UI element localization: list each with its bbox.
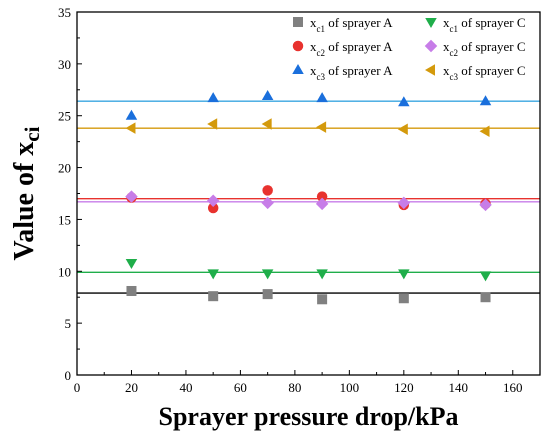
x-tick-label: 80 [288, 380, 301, 395]
x-axis: 0 20 40 60 80 100 120 140 160 [74, 370, 523, 395]
data-point [262, 185, 273, 196]
legend-label: xc1 of sprayer A [310, 15, 393, 34]
data-point [207, 118, 218, 130]
legend-label-var: x [443, 39, 450, 54]
data-point [316, 191, 328, 202]
data-point [398, 269, 410, 280]
data-point [261, 90, 274, 101]
y-axis-label-main: Value of x [9, 142, 40, 261]
data-point [125, 258, 138, 269]
data-point [208, 291, 219, 302]
data-point [479, 125, 490, 138]
x-axis-label: Sprayer pressure drop/kPa [158, 402, 458, 431]
y-tick-label: 10 [58, 264, 71, 279]
legend-label: xc1 of sprayer C [443, 15, 526, 34]
x-tick-label: 60 [234, 380, 247, 395]
legend-label: xc2 of sprayer A [310, 39, 393, 58]
data-point [479, 198, 492, 212]
data-point [262, 289, 273, 300]
fit-lines [77, 100, 540, 294]
legend-marker [292, 64, 304, 74]
legend-label-text: of sprayer C [458, 63, 526, 78]
legend-label-var: x [443, 15, 450, 30]
legend-label: xc3 of sprayer C [443, 63, 526, 82]
legend-label-var: x [310, 63, 317, 78]
data-point [397, 123, 408, 135]
x-tick-label: 20 [125, 380, 138, 395]
legend-label-sub: c1 [317, 24, 326, 34]
data-point [126, 285, 137, 296]
data-point [316, 92, 328, 103]
y-axis-label-sub: ci [20, 126, 44, 141]
data-point [125, 122, 136, 134]
legend-label-sub: c3 [450, 72, 459, 82]
legend-label: xc2 of sprayer C [443, 39, 526, 58]
y-tick-label: 0 [65, 368, 72, 383]
legend-label-sub: c3 [317, 72, 326, 82]
data-point [125, 109, 138, 120]
y-tick-label: 25 [58, 109, 71, 124]
legend-label: xc3 of sprayer A [310, 63, 393, 82]
data-point [479, 95, 492, 106]
y-axis-label: Value of xci [9, 126, 44, 260]
legend-label-sub: c2 [317, 48, 326, 58]
legend-label-var: x [310, 15, 317, 30]
legend-label-text: of sprayer A [325, 15, 393, 30]
data-point [207, 269, 219, 280]
data-point [316, 269, 328, 280]
x-tick-label: 140 [449, 380, 469, 395]
data-point [316, 121, 327, 133]
legend-label-var: x [443, 63, 450, 78]
x-tick-label: 120 [394, 380, 414, 395]
legend-label-text: of sprayer C [458, 39, 526, 54]
legend-label-text: of sprayer C [458, 15, 526, 30]
x-tick-label: 0 [74, 380, 81, 395]
y-tick-label: 35 [58, 5, 71, 20]
legend-marker [424, 39, 438, 53]
legend-marker [425, 18, 437, 28]
legend-marker [292, 40, 304, 52]
data-point [125, 190, 138, 203]
data-point [261, 118, 272, 130]
legend-label-var: x [310, 39, 317, 54]
data-point [261, 196, 274, 210]
x-tick-label: 100 [340, 380, 360, 395]
data-point [479, 271, 492, 282]
y-axis: 0 5 10 15 20 25 30 35 [58, 5, 82, 383]
legend-label-text: of sprayer A [325, 39, 393, 54]
data-point [207, 202, 219, 214]
x-tick-label: 40 [179, 380, 192, 395]
legend-label-text: of sprayer A [325, 63, 393, 78]
data-point [261, 269, 274, 280]
data-markers [125, 90, 492, 305]
legend-label-sub: c1 [450, 24, 459, 34]
data-point [398, 293, 409, 304]
data-point [207, 92, 219, 103]
data-point [317, 294, 328, 305]
data-point [397, 196, 411, 210]
legend-marker [425, 64, 435, 76]
y-tick-label: 15 [58, 212, 71, 227]
data-point [480, 292, 491, 303]
legend-label-sub: c2 [450, 48, 459, 58]
y-tick-label: 30 [58, 57, 71, 72]
data-point [206, 194, 220, 208]
legend-marker [293, 17, 303, 27]
y-tick-label: 5 [65, 316, 72, 331]
x-tick-label: 160 [503, 380, 523, 395]
data-point [315, 197, 329, 211]
data-point [398, 96, 410, 107]
y-tick-label: 20 [58, 161, 71, 176]
